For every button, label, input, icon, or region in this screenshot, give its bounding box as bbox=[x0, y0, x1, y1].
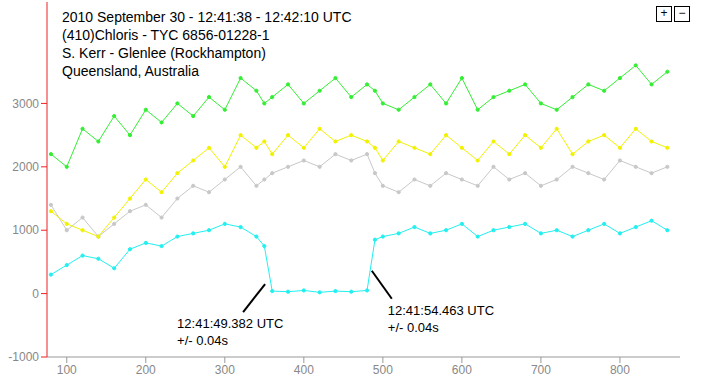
svg-text:-1000: -1000 bbox=[8, 350, 39, 364]
html-text:2010 September 30 - 12:41:38 -: 2010 September 30 - 12:41:38 - 12:42:10 … bbox=[62, 9, 352, 25]
svg-text:2000: 2000 bbox=[12, 160, 39, 174]
svg-text:12:41:49.382 UTC: 12:41:49.382 UTC bbox=[177, 316, 283, 331]
svg-text:200: 200 bbox=[136, 363, 156, 377]
svg-text:400: 400 bbox=[294, 363, 314, 377]
svg-text:+/- 0.04s: +/- 0.04s bbox=[388, 320, 439, 335]
svg-text:100: 100 bbox=[57, 363, 77, 377]
html-text:S. Kerr - Glenlee (Rockhampton: S. Kerr - Glenlee (Rockhampton) bbox=[62, 45, 266, 61]
html-text:(410)Chloris - TYC 6856-01228-: (410)Chloris - TYC 6856-01228-1 bbox=[62, 27, 270, 43]
svg-text:600: 600 bbox=[452, 363, 472, 377]
svg-text:12:41:54.463 UTC: 12:41:54.463 UTC bbox=[388, 303, 494, 318]
svg-text:0: 0 bbox=[32, 287, 39, 301]
svg-text:+/- 0.04s: +/- 0.04s bbox=[177, 333, 228, 348]
svg-text:500: 500 bbox=[373, 363, 393, 377]
html-text:Queensland, Australia: Queensland, Australia bbox=[62, 63, 199, 79]
svg-text:700: 700 bbox=[531, 363, 551, 377]
svg-text:800: 800 bbox=[610, 363, 630, 377]
svg-text:1000: 1000 bbox=[12, 223, 39, 237]
svg-text:300: 300 bbox=[215, 363, 235, 377]
svg-text:3000: 3000 bbox=[12, 97, 39, 111]
